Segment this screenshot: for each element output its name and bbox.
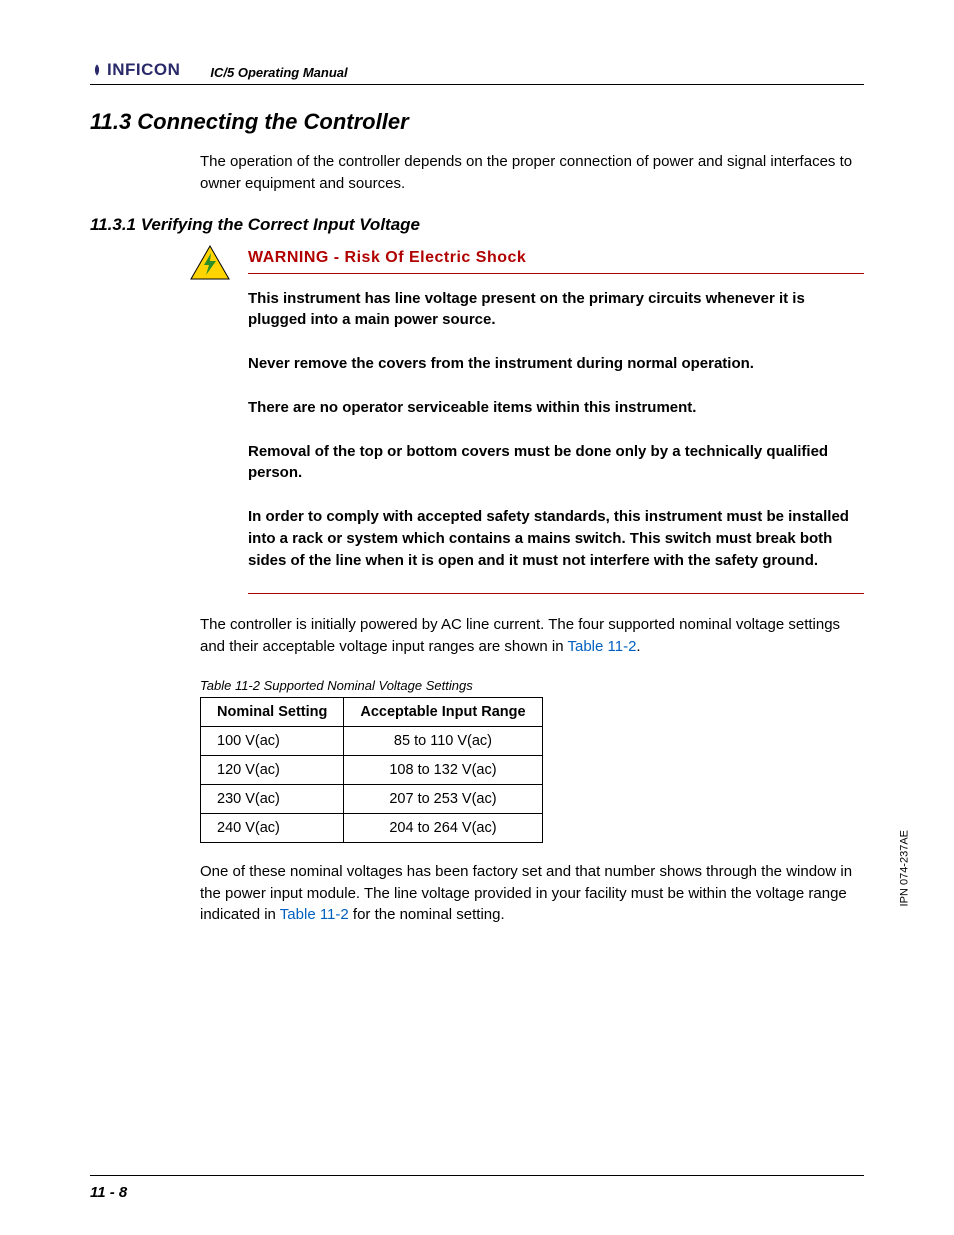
table-cell: 230 V(ac) bbox=[201, 784, 344, 813]
table-row: 120 V(ac) 108 to 132 V(ac) bbox=[201, 755, 543, 784]
section-heading: 11.3 Connecting the Controller bbox=[90, 109, 864, 135]
table-cell: 85 to 110 V(ac) bbox=[344, 726, 542, 755]
table-row: 230 V(ac) 207 to 253 V(ac) bbox=[201, 784, 543, 813]
table-cell: 240 V(ac) bbox=[201, 813, 344, 842]
table-cell: 120 V(ac) bbox=[201, 755, 344, 784]
table-caption: Table 11-2 Supported Nominal Voltage Set… bbox=[200, 678, 864, 693]
table-row: 100 V(ac) 85 to 110 V(ac) bbox=[201, 726, 543, 755]
paragraph: The controller is initially powered by A… bbox=[200, 614, 864, 658]
warning-block: WARNING - Risk Of Electric Shock This in… bbox=[200, 249, 864, 595]
warning-paragraph: There are no operator serviceable items … bbox=[248, 397, 864, 419]
table-cell: 207 to 253 V(ac) bbox=[344, 784, 542, 813]
paragraph: One of these nominal voltages has been f… bbox=[200, 861, 864, 926]
table-header-cell: Nominal Setting bbox=[201, 697, 344, 726]
table-ref-link[interactable]: Table 11-2 bbox=[280, 906, 349, 923]
doc-ipn-label: IPN 074-237AE bbox=[898, 830, 910, 906]
table-cell: 204 to 264 V(ac) bbox=[344, 813, 542, 842]
table-ref-link[interactable]: Table 11-2 bbox=[567, 638, 636, 655]
paragraph-text: The controller is initially powered by A… bbox=[200, 616, 840, 655]
page-header: INFICON IC/5 Operating Manual bbox=[90, 60, 864, 85]
table-header-row: Nominal Setting Acceptable Input Range bbox=[201, 697, 543, 726]
warning-rule-top bbox=[248, 273, 864, 274]
warning-heading: WARNING - Risk Of Electric Shock bbox=[248, 249, 864, 273]
voltage-table: Nominal Setting Acceptable Input Range 1… bbox=[200, 697, 543, 843]
electric-shock-warning-icon bbox=[190, 245, 230, 281]
table-header-cell: Acceptable Input Range bbox=[344, 697, 542, 726]
table-cell: 108 to 132 V(ac) bbox=[344, 755, 542, 784]
section-intro: The operation of the controller depends … bbox=[200, 151, 864, 195]
table-cell: 100 V(ac) bbox=[201, 726, 344, 755]
brand-name: INFICON bbox=[107, 60, 180, 80]
brand-logo: INFICON bbox=[90, 60, 180, 80]
subsection-heading: 11.3.1 Verifying the Correct Input Volta… bbox=[90, 215, 864, 235]
warning-paragraph: This instrument has line voltage present… bbox=[248, 288, 864, 332]
paragraph-text: for the nominal setting. bbox=[349, 906, 505, 923]
warning-rule-bottom bbox=[248, 593, 864, 594]
table-header-text: Nominal Setting bbox=[217, 704, 327, 720]
table-row: 240 V(ac) 204 to 264 V(ac) bbox=[201, 813, 543, 842]
page-number: 11 - 8 bbox=[90, 1184, 127, 1201]
header-doc-title: IC/5 Operating Manual bbox=[200, 65, 864, 80]
warning-paragraph: In order to comply with accepted safety … bbox=[248, 506, 864, 571]
paragraph-text: . bbox=[636, 638, 640, 655]
page-footer: 11 - 8 bbox=[90, 1175, 864, 1201]
table-header-text: Acceptable Input Range bbox=[360, 704, 525, 720]
brand-logo-icon bbox=[90, 63, 104, 77]
warning-paragraph: Never remove the covers from the instrum… bbox=[248, 353, 864, 375]
warning-paragraph: Removal of the top or bottom covers must… bbox=[248, 441, 864, 485]
